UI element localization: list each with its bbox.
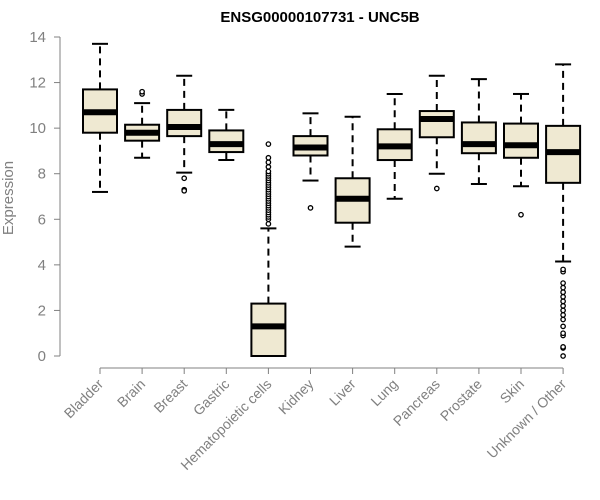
box-group <box>208 108 245 162</box>
x-tick-label: Kidney <box>275 376 317 418</box>
box-group <box>503 92 539 218</box>
outlier-point <box>560 266 566 273</box>
outlier-point <box>560 316 566 323</box>
outlier-point <box>560 307 566 314</box>
outlier-point <box>560 330 566 337</box>
box-group <box>334 115 371 248</box>
y-tick-label: 8 <box>38 166 46 183</box>
outlier-point <box>265 141 272 147</box>
box-iqr <box>460 121 497 155</box>
x-tick-label: Brain <box>114 376 148 410</box>
outlier-point <box>265 159 272 166</box>
box-group <box>460 78 497 185</box>
box-group <box>376 92 413 200</box>
y-tick-label: 10 <box>29 120 46 137</box>
outlier-point <box>560 298 566 305</box>
outlier-point <box>560 312 566 318</box>
y-tick-label: 14 <box>29 29 46 46</box>
box-iqr <box>250 302 287 358</box>
outlier-point <box>560 293 566 300</box>
box-group <box>418 74 455 192</box>
outlier-point <box>265 220 272 227</box>
x-tick-label: Lung <box>367 376 400 409</box>
box-group <box>250 141 287 358</box>
outlier-point <box>560 344 566 350</box>
outlier-point <box>518 211 524 218</box>
box-group <box>545 63 582 359</box>
box-iqr <box>166 108 203 138</box>
y-tick-label: 12 <box>29 75 46 92</box>
outlier-point <box>265 154 272 161</box>
outlier-point <box>560 353 566 359</box>
y-tick-label: 0 <box>38 348 46 365</box>
box-group <box>124 88 161 159</box>
x-tick-label: Skin <box>497 376 528 407</box>
x-tick-label: Prostate <box>437 376 485 424</box>
outlier-point <box>139 88 145 95</box>
outlier-point <box>560 323 566 330</box>
box-iqr <box>418 110 455 139</box>
y-tick-label: 2 <box>38 302 46 319</box>
x-tick-label: Breast <box>150 376 190 416</box>
y-axis-label: Expression <box>0 161 17 235</box>
outlier-point <box>265 168 272 175</box>
outlier-point <box>181 175 188 182</box>
outlier-point <box>560 289 566 296</box>
outlier-point <box>560 303 566 309</box>
box-group <box>166 74 203 194</box>
x-tick-label: Bladder <box>61 376 107 422</box>
outlier-point <box>560 280 566 286</box>
outlier-point <box>307 205 314 211</box>
box-iqr <box>503 122 539 159</box>
x-tick-label: Liver <box>326 376 359 409</box>
x-tick-label: Pancreas <box>390 376 443 429</box>
y-axis: 0 2 4 6 8 10 12 14 <box>29 29 61 365</box>
box-group <box>292 112 329 211</box>
outlier-point <box>560 284 566 291</box>
y-tick-label: 4 <box>38 257 46 274</box>
outlier-point <box>265 164 272 170</box>
box-group <box>82 42 118 193</box>
outlier-point <box>433 185 440 192</box>
y-tick-label: 6 <box>38 211 46 228</box>
plot-area <box>82 42 582 359</box>
chart-title: ENSG00000107731 - UNC5B <box>220 9 419 26</box>
outlier-point <box>181 187 188 194</box>
x-tick-label: Unknown / Other <box>484 376 570 462</box>
